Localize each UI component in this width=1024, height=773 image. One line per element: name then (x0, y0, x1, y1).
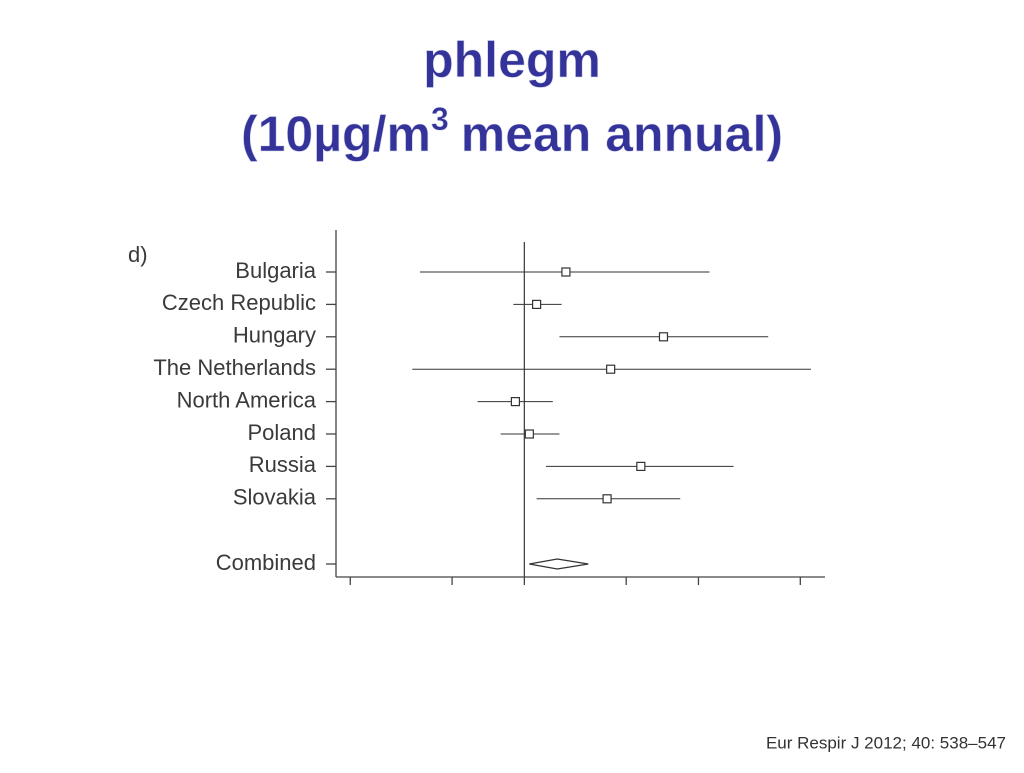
source: Eur Respir J 2012; 40: 538–547 (766, 733, 1006, 752)
title-line1: phlegm (423, 32, 601, 88)
point-estimate (658, 332, 669, 342)
title-line2: (10µg/m3 mean annual) (241, 101, 783, 162)
category-label: Poland (247, 420, 316, 445)
point-estimate (561, 267, 571, 277)
point-estimate (636, 461, 646, 471)
category-label: The Netherlands (153, 355, 316, 380)
point-estimate (510, 397, 521, 407)
category-label: Russia (249, 452, 317, 477)
point-estimate (524, 429, 534, 439)
summary-diamond (529, 558, 589, 570)
category-label: Slovakia (233, 485, 317, 510)
category-label: Czech Republic (162, 290, 316, 315)
category-label: Hungary (233, 323, 316, 348)
title-superscript: 3 (431, 101, 449, 137)
category-label: North America (177, 387, 317, 412)
title-part: mean annual) (461, 106, 783, 162)
point-estimate (606, 364, 616, 374)
point-estimate (602, 494, 612, 504)
category-label: Bulgaria (235, 258, 316, 283)
panel-label: d) (128, 242, 148, 267)
summary-label: Combined (216, 550, 316, 575)
title-part: (10µg/m (241, 106, 431, 162)
point-estimate (532, 299, 542, 309)
